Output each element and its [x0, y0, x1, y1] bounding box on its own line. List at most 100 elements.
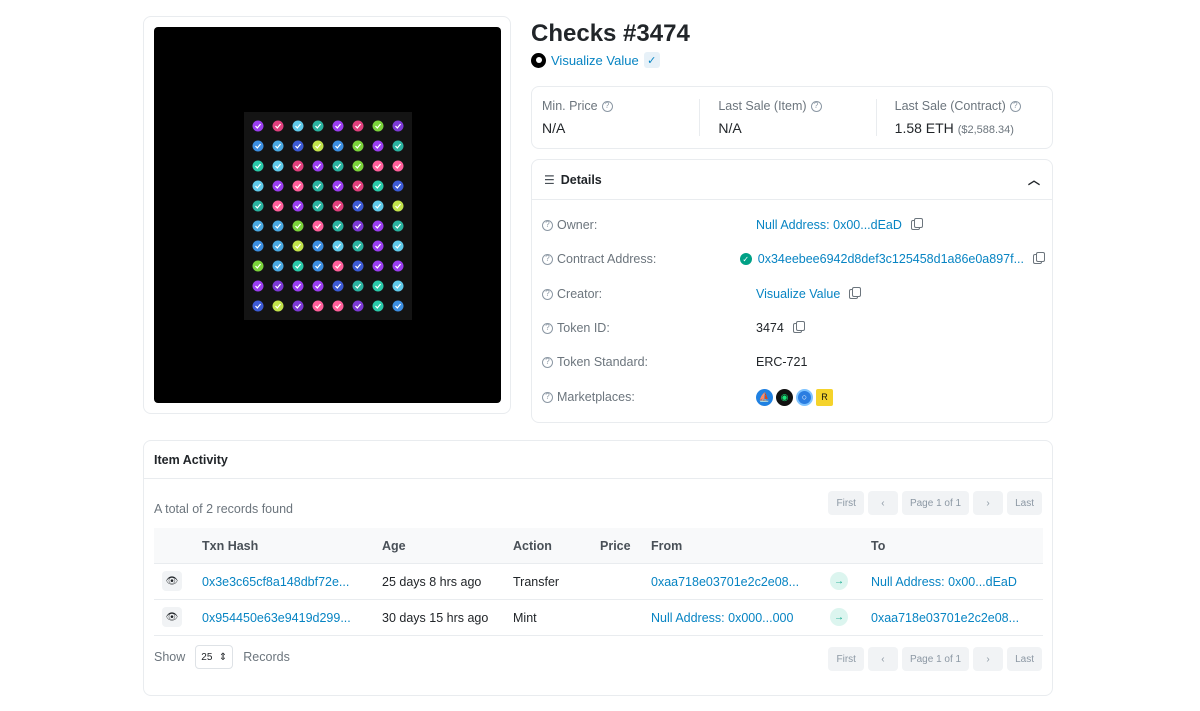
- check-mark: [372, 180, 384, 192]
- action-value: Transfer: [513, 575, 560, 589]
- to-link[interactable]: 0xaa718e03701e2c2e08...: [871, 611, 1020, 625]
- table-header: Txn Hash Age Action Price From To: [154, 528, 1043, 564]
- check-mark: [272, 140, 284, 152]
- check-mark: [392, 120, 404, 132]
- owner-row: ? Owner: Null Address: 0x00...dEaD: [542, 215, 1042, 235]
- copy-icon[interactable]: [910, 218, 923, 230]
- next-page-button[interactable]: ›: [973, 647, 1004, 671]
- check-mark: [312, 280, 324, 292]
- check-mark: [392, 240, 404, 252]
- check-mark: [292, 220, 304, 232]
- marketplaces-row: ? Marketplaces: ⛵ ◉ ○ R: [542, 387, 1042, 407]
- col-from: From: [651, 539, 683, 553]
- show-label: Show: [154, 650, 186, 664]
- check-mark: [372, 300, 384, 312]
- next-page-button[interactable]: ›: [973, 491, 1004, 515]
- question-icon[interactable]: ?: [601, 100, 613, 112]
- arrow-right-icon: →: [830, 608, 848, 626]
- check-mark: [312, 260, 324, 272]
- prev-page-button[interactable]: ‹: [867, 491, 898, 515]
- prev-page-button[interactable]: ‹: [867, 647, 898, 671]
- copy-icon[interactable]: [792, 321, 805, 333]
- check-mark: [352, 260, 364, 272]
- check-mark: [392, 220, 404, 232]
- question-icon[interactable]: ?: [542, 219, 553, 231]
- token-id-value: 3474: [756, 321, 784, 335]
- token-id-label: Token ID:: [557, 321, 610, 335]
- action-value: Mint: [513, 611, 537, 625]
- age-value: 25 days 8 hrs ago: [382, 575, 482, 589]
- question-icon[interactable]: ?: [1009, 100, 1021, 112]
- x2y2-icon[interactable]: ○: [796, 388, 813, 406]
- check-mark: [272, 200, 284, 212]
- creator-logo-icon: [531, 52, 546, 68]
- check-mark: [312, 180, 324, 192]
- creator-detail-row: ? Creator: Visualize Value: [542, 284, 1042, 304]
- last-sale-contract-usd: ($2,588.34): [957, 124, 1014, 136]
- first-page-button[interactable]: First: [828, 491, 864, 515]
- records-label: Records: [243, 650, 290, 664]
- check-mark: [252, 260, 264, 272]
- rarible-icon[interactable]: R: [816, 388, 833, 406]
- check-mark: [292, 160, 304, 172]
- eye-icon[interactable]: 👁: [162, 571, 182, 591]
- question-icon[interactable]: ?: [542, 356, 553, 368]
- nft-image-card: [143, 16, 511, 414]
- details-heading: Details: [560, 172, 602, 187]
- question-icon[interactable]: ?: [542, 322, 553, 334]
- marketplaces-label: Marketplaces:: [557, 390, 635, 404]
- check-mark: [252, 120, 264, 132]
- check-mark: [312, 140, 324, 152]
- first-page-button[interactable]: First: [828, 647, 864, 671]
- verified-check-icon: ✓: [643, 52, 660, 68]
- check-mark: [272, 120, 284, 132]
- check-mark: [372, 260, 384, 272]
- last-page-button[interactable]: Last: [1007, 647, 1042, 671]
- records-per-page-select[interactable]: 25 ⇕: [195, 645, 234, 669]
- creator-link[interactable]: Visualize Value: [551, 52, 639, 68]
- from-link[interactable]: Null Address: 0x000...000: [651, 611, 794, 625]
- check-mark: [372, 120, 384, 132]
- arrow-right-icon: →: [830, 572, 848, 590]
- check-mark: [332, 240, 344, 252]
- page-title: Checks #3474: [531, 20, 690, 47]
- check-mark: [332, 160, 344, 172]
- contract-link[interactable]: 0x34eebee6942d8def3c125458d1a86e0a897f..…: [757, 252, 1024, 266]
- chevron-up-icon[interactable]: ︿: [1027, 173, 1040, 187]
- nft-image[interactable]: [154, 27, 501, 403]
- checks-grid: [244, 112, 412, 320]
- check-mark: [292, 240, 304, 252]
- check-mark: [312, 300, 324, 312]
- col-price: Price: [600, 539, 631, 553]
- creator-detail-link[interactable]: Visualize Value: [756, 287, 841, 301]
- min-price: Min. Price? N/A: [532, 87, 699, 148]
- show-records: Show 25 ⇕ Records: [154, 645, 290, 669]
- question-icon[interactable]: ?: [810, 100, 822, 112]
- question-icon[interactable]: ?: [542, 253, 553, 265]
- check-mark: [372, 200, 384, 212]
- txn-hash-link[interactable]: 0x954450e63e9419d299...: [202, 611, 351, 625]
- from-link[interactable]: 0xaa718e03701e2c2e08...: [651, 575, 800, 589]
- check-mark: [372, 140, 384, 152]
- copy-icon[interactable]: [849, 287, 862, 299]
- check-mark: [392, 280, 404, 292]
- check-mark: [252, 180, 264, 192]
- check-mark: [292, 140, 304, 152]
- txn-hash-link[interactable]: 0x3e3c65cf8a148dbf72e...: [202, 575, 350, 589]
- owner-link[interactable]: Null Address: 0x00...dEaD: [756, 218, 902, 232]
- copy-icon[interactable]: [1033, 252, 1045, 264]
- check-mark: [372, 280, 384, 292]
- looksrare-icon[interactable]: ◉: [776, 388, 793, 406]
- col-age[interactable]: Age: [382, 539, 406, 553]
- details-header[interactable]: ☰ Details ︿: [532, 160, 1052, 200]
- to-link[interactable]: Null Address: 0x00...dEaD: [871, 575, 1017, 589]
- check-mark: [352, 240, 364, 252]
- opensea-icon[interactable]: ⛵: [756, 388, 773, 406]
- question-icon[interactable]: ?: [542, 391, 553, 403]
- check-mark: [372, 220, 384, 232]
- question-icon[interactable]: ?: [542, 288, 553, 300]
- eye-icon[interactable]: 👁: [162, 607, 182, 627]
- last-sale-contract-label: Last Sale (Contract): [894, 99, 1006, 113]
- check-mark: [312, 240, 324, 252]
- last-page-button[interactable]: Last: [1007, 491, 1042, 515]
